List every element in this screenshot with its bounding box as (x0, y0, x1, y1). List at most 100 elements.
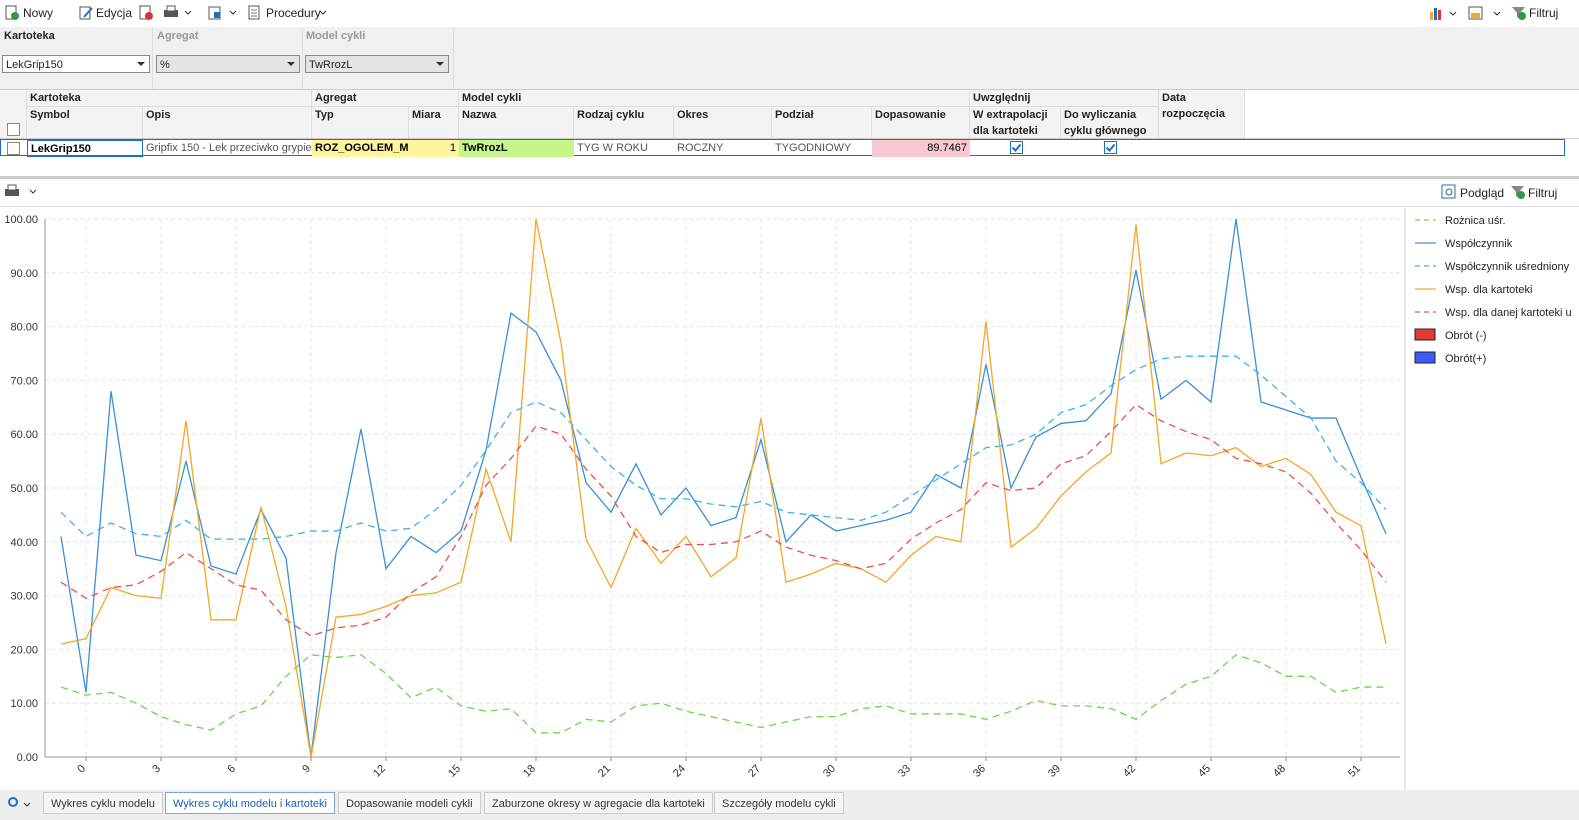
column-header: W extrapolacji dla kartoteki (970, 106, 1061, 138)
edit-icon (79, 6, 93, 20)
chart-toolbar: Podgląd Filtruj (0, 180, 1579, 207)
new-icon (5, 5, 19, 20)
header-line: W extrapolacji (973, 109, 1048, 121)
x-tick-label: 42 (1121, 763, 1138, 780)
filter-label: Agregat (157, 30, 199, 42)
header-line: Opis (146, 109, 171, 121)
select-value: LekGrip150 (6, 59, 63, 71)
header-line: dla kartoteki (973, 125, 1038, 137)
header-line: cyklu głównego (1064, 125, 1147, 137)
legend-box (1414, 351, 1436, 364)
grid-cell: Gripfix 150 - Lek przeciwko grypie (146, 142, 312, 154)
header-line: Typ (315, 109, 334, 121)
filter-select[interactable]: % (156, 55, 300, 73)
y-tick-label: 60.00 (10, 429, 38, 441)
x-tick-label: 0 (75, 763, 88, 776)
preview-icon (1441, 184, 1456, 199)
new-button[interactable]: Nowy (23, 6, 54, 20)
x-tick-label: 48 (1271, 763, 1288, 780)
tab[interactable]: Wykres cyklu modelu (43, 792, 163, 814)
procedures-icon (248, 5, 260, 20)
delete-icon[interactable] (138, 5, 154, 21)
checkmark (1011, 143, 1021, 152)
header-line: Podział (775, 109, 814, 121)
select-arrow (287, 62, 295, 66)
series-line (60, 403, 1387, 637)
grid-row[interactable] (0, 139, 1565, 156)
chart: 0.00 10.00 20.00 30.00 40.00 50.00 60.00 70.00 8… (4, 208, 1572, 790)
x-tick-label: 30 (821, 763, 838, 780)
checkbox-checked[interactable] (1104, 141, 1117, 154)
x-tick-label: 21 (596, 763, 613, 780)
x-tick-label: 45 (1196, 763, 1213, 780)
tab[interactable]: Zaburzone okresy w agregacie dla kartote… (484, 792, 713, 814)
header-line: Miara (412, 109, 441, 121)
edit-button[interactable]: Edycja (96, 6, 133, 20)
y-tick-label: 90.00 (10, 268, 38, 280)
legend-label: Obrót (-) (1445, 330, 1487, 342)
x-tick-label: 15 (446, 763, 463, 780)
x-tick-label: 36 (971, 763, 988, 780)
x-tick-label: 3 (150, 763, 163, 776)
y-tick-label: 70.00 (10, 375, 38, 387)
y-tick-label: 0.00 (17, 752, 38, 764)
group-header: Model cykli (459, 90, 970, 106)
x-tick-label: 6 (225, 763, 238, 776)
chart-print[interactable] (4, 184, 40, 200)
grid-cell: TYGODNIOWY (775, 142, 852, 154)
chart-tools-icons[interactable] (1428, 4, 1508, 22)
header-line: Okres (677, 109, 709, 121)
checkbox-checked[interactable] (1009, 141, 1023, 154)
procedures-button[interactable]: Procedury (266, 6, 321, 20)
y-tick-label: 100.00 (4, 214, 38, 226)
preview-button[interactable]: Podgląd (1460, 186, 1505, 200)
grid-cell: ROZ_OGOLEM_MA (312, 140, 409, 157)
separator (152, 27, 303, 89)
filter-select[interactable]: TwRrozL (305, 55, 449, 73)
tab[interactable]: Wykres cyklu modelu i kartoteki (165, 792, 335, 814)
row-checkbox[interactable] (7, 142, 20, 155)
tab-menu[interactable] (6, 796, 36, 812)
export-icon[interactable] (208, 5, 238, 21)
filter-label: Kartoteka (4, 30, 55, 42)
header-border (0, 138, 1579, 139)
filter-button[interactable]: Filtruj (1529, 6, 1559, 20)
x-tick-label: 27 (746, 763, 763, 780)
filter-panel: Kartoteka Agregat Model cykli LekGrip150… (0, 27, 1579, 90)
legend-label: Wsp. dla kartoteki (1445, 284, 1532, 296)
header-checkbox[interactable] (7, 123, 20, 136)
header-line: Do wyliczania (1064, 109, 1137, 121)
series-line (60, 218, 1387, 758)
grid-cell: 1 (409, 140, 459, 157)
dropdown-arrow[interactable] (318, 5, 330, 21)
header-line: Data (1162, 92, 1186, 104)
series-line (60, 355, 1387, 540)
select-value: TwRrozL (309, 59, 353, 71)
x-tick-label: 18 (521, 763, 538, 780)
grid-cell: TYG W ROKU (577, 142, 648, 154)
filter-select[interactable]: LekGrip150 (2, 55, 150, 73)
checkmark (1105, 143, 1116, 152)
series-line (60, 654, 1386, 734)
column-header: Miara (409, 106, 459, 138)
tab[interactable]: Dopasowanie modeli cykli (338, 792, 481, 814)
y-tick-label: 80.00 (10, 322, 38, 334)
select-arrow (436, 62, 444, 66)
x-tick-label: 39 (1046, 763, 1063, 780)
y-tick-label: 40.00 (10, 537, 38, 549)
chart-filter-button[interactable]: Filtruj (1528, 186, 1558, 200)
column-header: Typ (312, 106, 409, 138)
legend-label: Rożnica uśr. (1445, 215, 1506, 227)
column-header: Rodzaj cyklu (574, 106, 674, 138)
column-header: Do wyliczania cyklu głównego (1061, 106, 1159, 138)
y-tick-label: 50.00 (10, 483, 38, 495)
grid-cell: ROCZNY (677, 142, 724, 154)
x-tick-label: 24 (671, 763, 688, 780)
y-tick-label: 10.00 (10, 698, 38, 710)
print-icon[interactable] (163, 5, 193, 21)
grid-cell: 89.7467 (872, 140, 970, 157)
column-header: Okres (674, 106, 772, 138)
tab[interactable]: Szczegóły modelu cykli (714, 792, 844, 814)
toolbar: Nowy Edycja Procedury Filtruj (0, 0, 1579, 28)
